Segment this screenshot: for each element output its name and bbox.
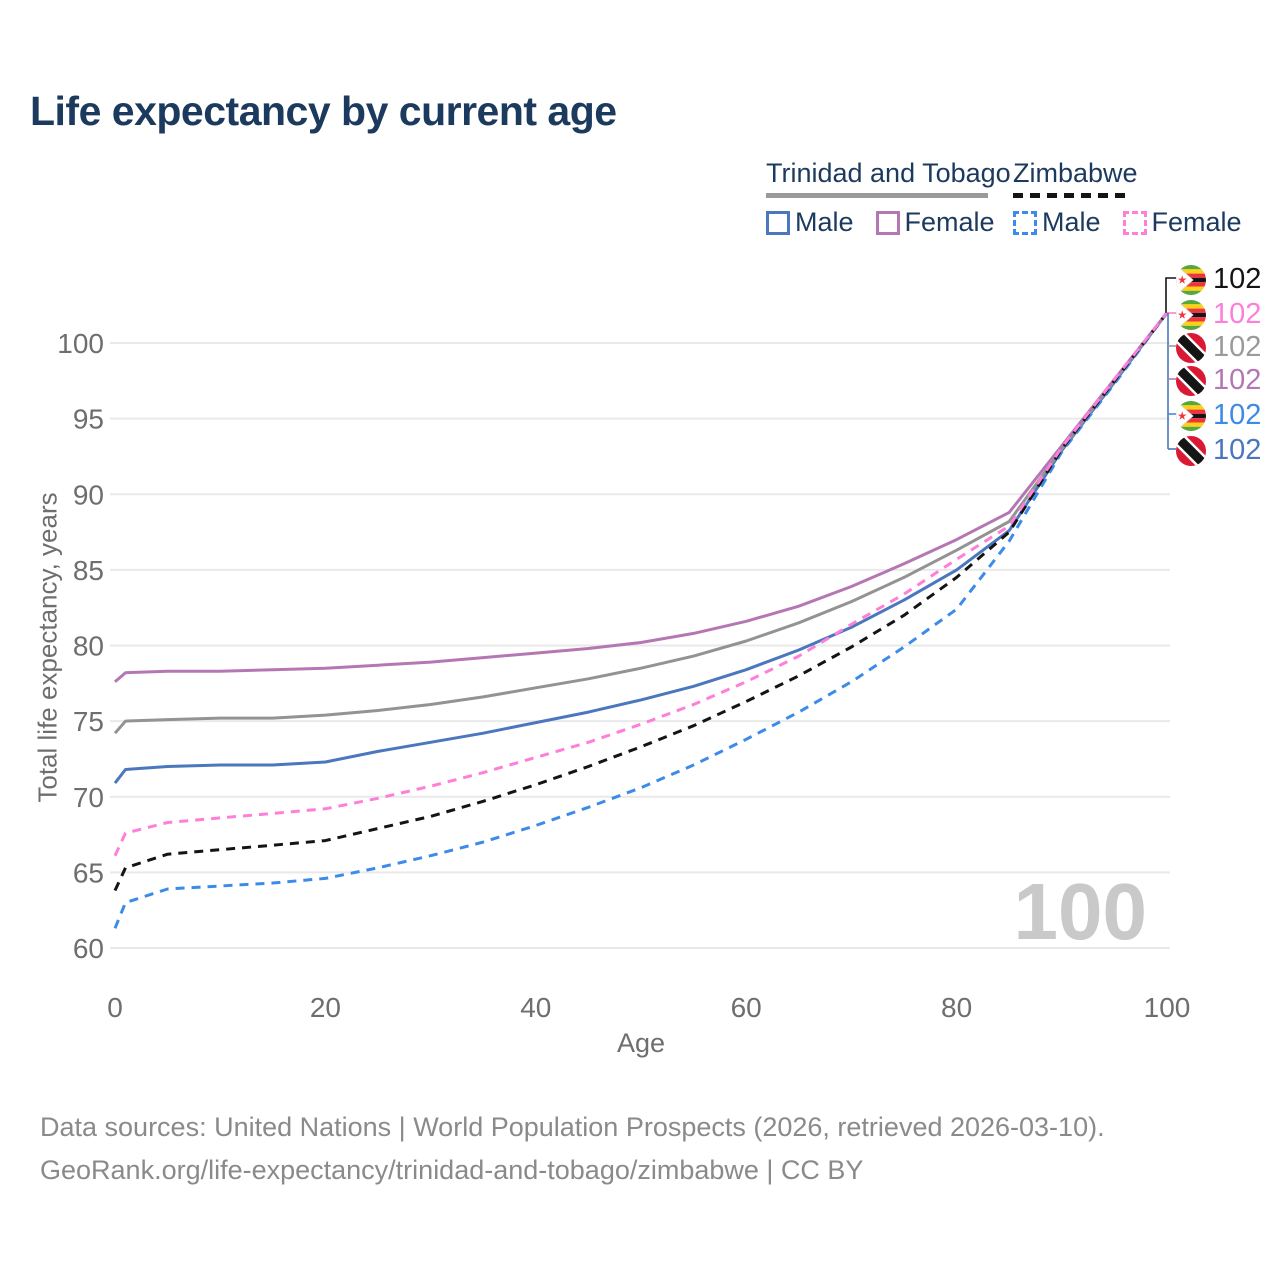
end-label-row: 102 xyxy=(1176,298,1261,331)
label-connector xyxy=(1165,277,1176,313)
end-label-row: 102 xyxy=(1176,263,1261,296)
zimbabwe-flag-icon xyxy=(1176,264,1206,295)
legend-item-label: Male xyxy=(1042,207,1101,237)
footer-attribution-link[interactable]: GeoRank.org/life-expectancy/trinidad-and… xyxy=(40,1155,864,1185)
solid-swatch-icon xyxy=(875,210,900,235)
y-tick-label: 90 xyxy=(73,479,104,510)
x-tick-label: 60 xyxy=(731,992,762,1023)
legend-underline-solid xyxy=(766,193,988,198)
age-watermark: 100 xyxy=(1013,867,1147,956)
end-label-row: 102 xyxy=(1176,399,1261,432)
legend-item-label: Female xyxy=(904,207,995,237)
series-line-tt_female xyxy=(114,311,1169,683)
legend-group-trinidad-and-tobago: Trinidad and Tobago Male Female xyxy=(766,158,1011,238)
legend-item-zimbabwe-male[interactable]: Male xyxy=(1013,207,1101,238)
series-line-tt_male xyxy=(113,311,1169,785)
page-title: Life expectancy by current age xyxy=(30,88,617,134)
end-label-value: 102 xyxy=(1213,298,1262,330)
footer: Data sources: United Nations | World Pop… xyxy=(40,1106,1105,1192)
legend-group-title: Trinidad and Tobago xyxy=(766,158,1011,188)
x-tick-label: 80 xyxy=(941,992,972,1023)
end-label-row: 102 xyxy=(1176,331,1261,364)
legend-item-zimbabwe-female[interactable]: Female xyxy=(1122,207,1242,238)
end-label-value: 102 xyxy=(1213,434,1262,466)
solid-swatch-icon xyxy=(766,210,790,235)
legend-item-label: Female xyxy=(1151,207,1242,237)
zimbabwe-flag-icon xyxy=(1176,299,1206,330)
end-label-row: 102 xyxy=(1176,434,1261,467)
y-tick-label: 95 xyxy=(73,404,104,435)
y-tick-label: 75 xyxy=(73,706,104,737)
y-tick-label: 60 xyxy=(73,933,104,964)
series-line-zw_male xyxy=(113,311,1169,929)
legend-item-trinidad-male[interactable]: Male xyxy=(766,207,854,238)
legend-item-trinidad-female[interactable]: Female xyxy=(875,207,995,238)
dashed-swatch-icon xyxy=(1122,210,1147,235)
x-axis-title: Age xyxy=(616,1028,666,1058)
footer-data-sources: Data sources: United Nations | World Pop… xyxy=(40,1112,1105,1142)
x-tick-label: 100 xyxy=(1144,992,1191,1023)
end-label-value: 102 xyxy=(1213,263,1262,295)
y-tick-label: 100 xyxy=(57,328,104,359)
y-tick-label: 70 xyxy=(73,782,104,813)
series-line-tt_overall xyxy=(113,311,1169,735)
trinidad-flag-icon xyxy=(1176,332,1206,363)
legend-group-zimbabwe: Zimbabwe Male Female xyxy=(1013,158,1242,238)
legend-underline-dashed xyxy=(1013,193,1125,198)
trinidad-flag-icon xyxy=(1176,435,1206,466)
y-tick-label: 80 xyxy=(73,631,104,662)
end-label-value: 102 xyxy=(1213,399,1262,431)
y-tick-label: 85 xyxy=(73,555,104,586)
y-tick-label: 65 xyxy=(73,857,104,888)
x-tick-label: 0 xyxy=(107,992,123,1023)
x-tick-label: 40 xyxy=(520,992,551,1023)
dashed-swatch-icon xyxy=(1013,210,1037,235)
series-line-zw_female xyxy=(113,311,1169,857)
zimbabwe-flag-icon xyxy=(1176,400,1206,431)
y-axis-title: Total life expectancy, years xyxy=(32,492,63,803)
legend-item-label: Male xyxy=(795,207,854,237)
legend-group-title: Zimbabwe xyxy=(1013,158,1138,188)
x-tick-label: 20 xyxy=(310,992,341,1023)
end-label-row: 102 xyxy=(1176,364,1261,397)
end-label-value: 102 xyxy=(1213,331,1262,363)
series-line-zw_overall xyxy=(113,311,1169,892)
end-label-value: 102 xyxy=(1213,364,1262,396)
trinidad-flag-icon xyxy=(1176,365,1206,396)
